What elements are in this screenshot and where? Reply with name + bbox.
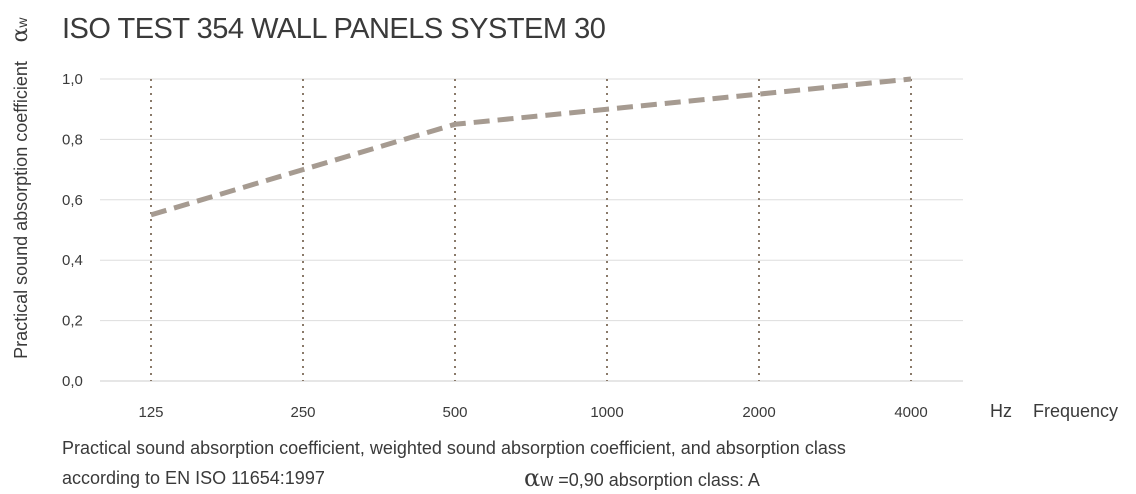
- y-tick-label: 0,4: [62, 252, 83, 269]
- y-tick-label: 0,2: [62, 313, 83, 330]
- chart-title: ISO TEST 354 WALL PANELS SYSTEM 30: [62, 13, 605, 45]
- y-axis-symbol-sub: w: [14, 17, 30, 29]
- y-axis-symbol: α: [8, 27, 33, 42]
- y-tick-label: 0,6: [62, 192, 83, 209]
- y-tick-label: 0,0: [62, 373, 83, 390]
- y-tick-label: 0,8: [62, 131, 83, 148]
- series-line: [150, 76, 912, 218]
- y-axis-label-group: Practical sound absorption coefficient: [11, 61, 31, 359]
- rating: αw =0,90 absorption class: A: [524, 464, 760, 492]
- x-tick-label: 1000: [590, 404, 623, 421]
- y-axis-symbol-group: αw: [8, 17, 33, 43]
- x-ticks: 125 250 500 1000 2000 4000: [138, 404, 927, 421]
- x-tick-label: 125: [138, 404, 163, 421]
- frequency-lines: [150, 79, 912, 381]
- x-tick-label: 500: [442, 404, 467, 421]
- y-ticks: 0,0 0,2 0,4 0,6 0,8 1,0: [62, 71, 83, 390]
- x-axis-unit: Hz: [990, 401, 1012, 421]
- x-tick-label: 2000: [742, 404, 775, 421]
- rating-text: w =0,90 absorption class: A: [540, 470, 760, 490]
- y-tick-label: 1,0: [62, 71, 83, 88]
- caption-line-1: Practical sound absorption coefficient, …: [62, 438, 846, 458]
- rating-symbol: α: [524, 464, 541, 492]
- x-tick-label: 250: [290, 404, 315, 421]
- y-axis-label: Practical sound absorption coefficient: [11, 61, 31, 359]
- series: [150, 76, 912, 218]
- x-tick-label: 4000: [894, 404, 927, 421]
- svg-text:αw: αw: [8, 17, 33, 43]
- x-axis-label: Frequency: [1033, 401, 1118, 421]
- gridlines: [100, 78, 963, 382]
- caption-line-2: according to EN ISO 11654:1997: [62, 468, 325, 488]
